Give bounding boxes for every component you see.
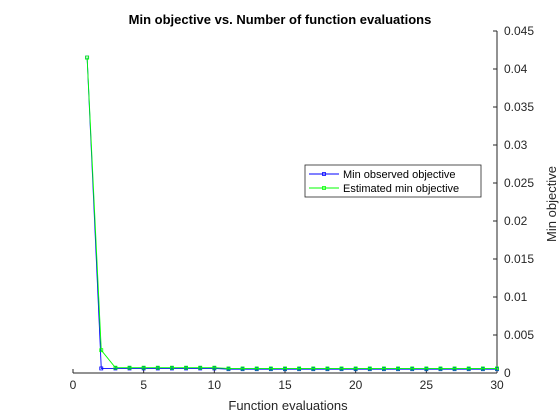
data-point [410,366,415,371]
x-tick-label: 5 [140,378,147,392]
legend-marker [322,186,326,190]
series-line-1 [86,57,497,370]
y-tick-label: 0.01 [504,290,528,304]
legend-label: Min observed objective [343,169,456,181]
legend-box [304,164,482,198]
series-layer [85,55,499,372]
y-tick-label: 0.025 [504,176,534,190]
data-point [99,366,104,371]
data-point [268,366,273,371]
data-point [367,366,372,371]
x-tick-label: 20 [349,378,363,392]
x-tick-label: 0 [70,378,77,392]
data-point [254,366,259,371]
data-point [466,366,471,371]
data-point [438,366,443,371]
data-point [198,365,203,370]
data-point [85,55,90,60]
data-point [311,366,316,371]
x-tick-label: 30 [490,378,504,392]
data-point [226,366,231,371]
data-point [155,365,160,370]
legend-marker [322,172,326,176]
data-point [113,365,118,370]
data-point [283,366,287,371]
x-tick-label: 15 [278,378,292,392]
data-point [325,366,330,371]
data-point [212,365,217,370]
data-point [495,366,499,371]
y-tick-label: 0.035 [504,100,534,114]
data-point [452,366,457,371]
data-point [297,366,302,371]
y-tick-label: 0.005 [504,328,534,342]
x-tick-label: 10 [208,378,222,392]
x-tick-label: 25 [420,378,434,392]
data-point [170,365,174,370]
legend: Min observed objective Estimated min obje… [304,164,482,198]
y-tick-label: 0.03 [504,138,528,152]
data-point [99,348,104,353]
y-tick-label: 0.045 [504,24,534,38]
data-point [396,366,400,371]
data-point [424,366,429,371]
data-point [353,366,358,371]
data-point [184,365,188,370]
y-tick-label: 0 [504,366,511,380]
x-axis-label: Function evaluations [228,398,348,413]
data-point [127,365,132,370]
y-tick-label: 0.015 [504,252,534,266]
data-point [339,366,344,371]
data-point [382,366,386,371]
data-point [240,366,245,371]
y-axis-label: Min objective [544,166,559,242]
y-tick-label: 0.04 [504,62,528,76]
legend-label: Estimated min objective [343,183,459,195]
data-point [480,366,485,371]
y-tick-label: 0.02 [504,214,528,228]
data-point [141,365,146,370]
series-line-2 [86,57,497,369]
chart-title: Min objective vs. Number of function eva… [129,12,432,27]
axes: 0 5 10 15 20 25 3000.0050.010.0150.020.0250.03… [70,24,535,392]
